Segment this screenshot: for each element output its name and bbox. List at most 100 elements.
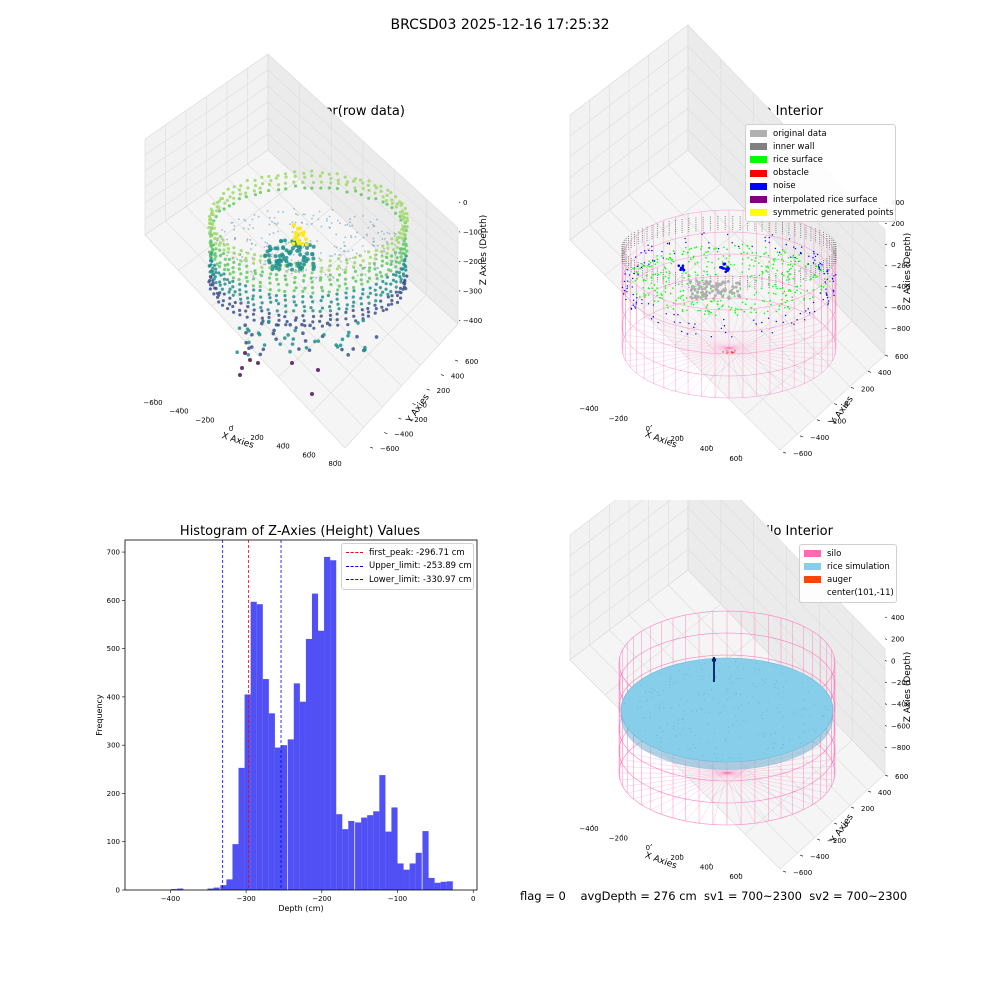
noise-point bbox=[641, 299, 643, 301]
rice-surface-point bbox=[695, 246, 698, 248]
scatter-point bbox=[310, 222, 313, 225]
rice-simulation-point bbox=[740, 757, 742, 759]
rice-simulation-point bbox=[658, 706, 661, 709]
scatter-point bbox=[268, 216, 271, 219]
scatter-point bbox=[275, 246, 280, 251]
scatter-point bbox=[390, 241, 394, 246]
scatter-point bbox=[292, 280, 297, 285]
original-point bbox=[705, 290, 709, 294]
scatter-point bbox=[366, 314, 371, 318]
rice-simulation-point bbox=[734, 660, 736, 663]
histogram-bar bbox=[238, 767, 245, 890]
rice-surface-point bbox=[765, 266, 768, 268]
rice-simulation-point bbox=[737, 758, 739, 760]
rice-surface-point bbox=[780, 273, 783, 275]
rice-simulation-point bbox=[649, 691, 651, 693]
rice-surface-point bbox=[751, 275, 753, 277]
scatter-point bbox=[344, 236, 347, 239]
rice-simulation-point bbox=[713, 732, 716, 734]
rice-surface-point bbox=[782, 292, 784, 295]
scatter-point bbox=[303, 286, 307, 290]
noise-point bbox=[636, 297, 638, 299]
scatter-point bbox=[260, 175, 264, 179]
tick-label: 400 bbox=[700, 863, 713, 871]
scatter-point bbox=[320, 306, 325, 310]
rice-surface-point bbox=[765, 270, 767, 272]
scatter-point bbox=[250, 248, 252, 251]
scatter-point bbox=[379, 189, 383, 193]
scatter-point bbox=[285, 269, 289, 273]
scatter-point bbox=[272, 328, 276, 333]
scatter-point bbox=[301, 294, 305, 299]
scatter-point bbox=[306, 223, 309, 226]
scatter-point bbox=[238, 373, 242, 377]
scatter-point bbox=[311, 291, 315, 295]
tick bbox=[884, 746, 887, 749]
tick bbox=[426, 388, 430, 391]
rice-simulation-point bbox=[702, 694, 704, 696]
rice-simulation-point bbox=[678, 748, 680, 751]
silo-line bbox=[728, 334, 833, 349]
noise-point bbox=[634, 307, 637, 309]
rice-simulation-point bbox=[679, 670, 681, 672]
obstacle-point bbox=[725, 349, 728, 352]
rice-simulation-point bbox=[640, 706, 642, 708]
scatter-point bbox=[397, 270, 401, 275]
tick bbox=[867, 790, 872, 793]
silo-line bbox=[653, 347, 730, 384]
scatter-point bbox=[344, 310, 348, 314]
scatter-point bbox=[361, 215, 364, 217]
rice-simulation-point bbox=[774, 742, 776, 745]
noise-point bbox=[631, 286, 633, 288]
scatter-point bbox=[219, 196, 223, 201]
rice-surface-point bbox=[787, 263, 789, 266]
rice-surface-point bbox=[707, 309, 709, 312]
scatter-point bbox=[219, 235, 222, 237]
scatter-point bbox=[217, 271, 221, 275]
silo-line bbox=[630, 328, 730, 349]
rice-surface-point bbox=[648, 260, 650, 262]
scatter-point bbox=[267, 276, 272, 280]
rice-surface-point bbox=[700, 248, 702, 250]
tick-label: −800 bbox=[891, 744, 910, 752]
scatter-point bbox=[400, 232, 404, 236]
rice-surface-point bbox=[650, 282, 653, 284]
rice-surface-point bbox=[660, 293, 663, 295]
rice-surface-point bbox=[746, 245, 749, 247]
scatter-point bbox=[301, 314, 305, 318]
original-point bbox=[695, 297, 699, 301]
rice-simulation-point bbox=[718, 712, 720, 715]
rice-simulation-point bbox=[697, 694, 700, 696]
scatter-point bbox=[244, 309, 248, 313]
noise-point bbox=[726, 233, 729, 236]
scatter-point bbox=[320, 295, 325, 299]
rice-surface-point bbox=[654, 263, 657, 265]
rice-surface-point bbox=[787, 257, 790, 259]
scatter-point bbox=[367, 276, 372, 280]
scatter-point bbox=[276, 222, 279, 224]
scatter-point bbox=[351, 285, 356, 290]
rice-surface-point bbox=[767, 271, 769, 273]
noise-point bbox=[640, 266, 643, 269]
scatter-point bbox=[326, 217, 328, 220]
noise-point bbox=[807, 308, 809, 310]
noise-point bbox=[812, 301, 815, 304]
legend-label: Lower_limit: -330.97 cm bbox=[369, 574, 472, 585]
rice-surface-point bbox=[789, 290, 792, 292]
rice-surface-point bbox=[788, 278, 791, 281]
scatter-point bbox=[257, 215, 260, 218]
scatter-point bbox=[288, 322, 293, 327]
rice-surface-point bbox=[699, 309, 701, 312]
scatter-point bbox=[253, 214, 256, 216]
scatter-point bbox=[398, 286, 403, 290]
silo-line bbox=[728, 341, 836, 349]
rice-surface-point bbox=[711, 261, 713, 264]
scatter-point bbox=[267, 319, 271, 324]
rice-simulation-point bbox=[727, 666, 730, 668]
scatter-point bbox=[244, 195, 248, 199]
rice-simulation-point bbox=[646, 699, 648, 702]
silo-line bbox=[728, 347, 822, 374]
scatter-point bbox=[276, 302, 281, 306]
scatter-point bbox=[252, 288, 256, 292]
scatter-point bbox=[381, 244, 385, 248]
